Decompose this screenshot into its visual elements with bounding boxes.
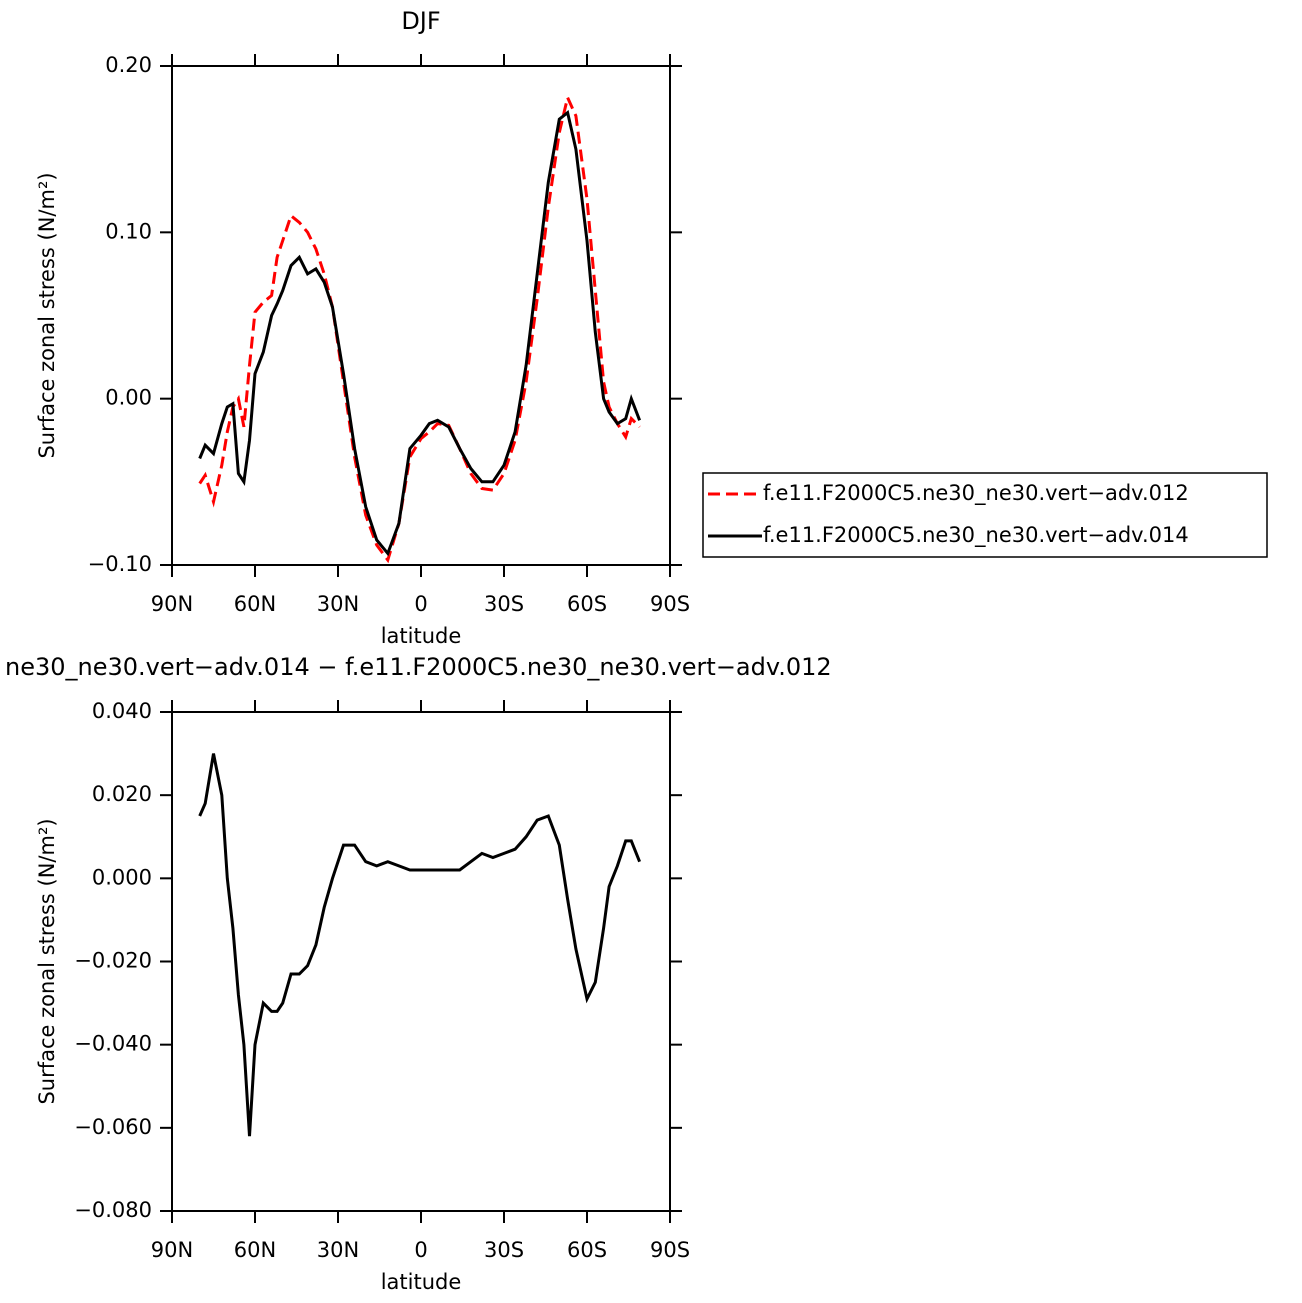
x-tick-label: 30N	[317, 1238, 359, 1262]
x-tick-label: 30S	[484, 1238, 524, 1262]
plot-frame	[171, 711, 671, 1212]
x-tick-label: 90S	[650, 592, 690, 616]
y-tick-label: 0.20	[105, 53, 152, 77]
x-tick-label: 30S	[484, 592, 524, 616]
data-line	[198, 109, 642, 557]
x-tick-label: 60N	[234, 1238, 276, 1262]
x-tick-label: 60S	[567, 1238, 607, 1262]
x-axis-label: latitude	[381, 1270, 462, 1294]
y-axis-label: Surface zonal stress (N/m²)	[35, 818, 59, 1104]
x-tick-label: 60N	[234, 592, 276, 616]
plot-frame	[171, 65, 671, 566]
x-tick-label: 90S	[650, 1238, 690, 1262]
y-tick-label: 0.020	[92, 782, 152, 806]
data-line	[198, 92, 641, 564]
x-tick-label: 90N	[151, 592, 193, 616]
y-axis-label: Surface zonal stress (N/m²)	[35, 172, 59, 458]
chart-title: DJF	[401, 7, 440, 35]
y-tick-label: −0.080	[74, 1198, 152, 1222]
y-tick-label: 0.00	[105, 386, 152, 410]
x-tick-label: 0	[414, 1238, 427, 1262]
x-tick-label: 30N	[317, 592, 359, 616]
y-tick-label: −0.040	[74, 1032, 152, 1056]
y-tick-label: 0.040	[92, 699, 152, 723]
x-tick-label: 90N	[151, 1238, 193, 1262]
legend-label: f.e11.F2000C5.ne30_ne30.vert−adv.014	[763, 523, 1189, 548]
y-tick-label: 0.000	[92, 865, 152, 889]
chart-title: ne30_ne30.vert−adv.014 − f.e11.F2000C5.n…	[5, 653, 832, 681]
y-tick-label: −0.060	[74, 1115, 152, 1139]
legend-box	[702, 472, 1268, 558]
x-tick-label: 60S	[567, 592, 607, 616]
legend-label: f.e11.F2000C5.ne30_ne30.vert−adv.012	[763, 481, 1189, 506]
y-tick-label: −0.020	[74, 949, 152, 973]
y-tick-label: −0.10	[88, 552, 152, 576]
y-tick-label: 0.10	[105, 219, 152, 243]
x-axis-label: latitude	[381, 624, 462, 648]
data-line	[198, 753, 641, 1137]
x-tick-label: 0	[414, 592, 427, 616]
